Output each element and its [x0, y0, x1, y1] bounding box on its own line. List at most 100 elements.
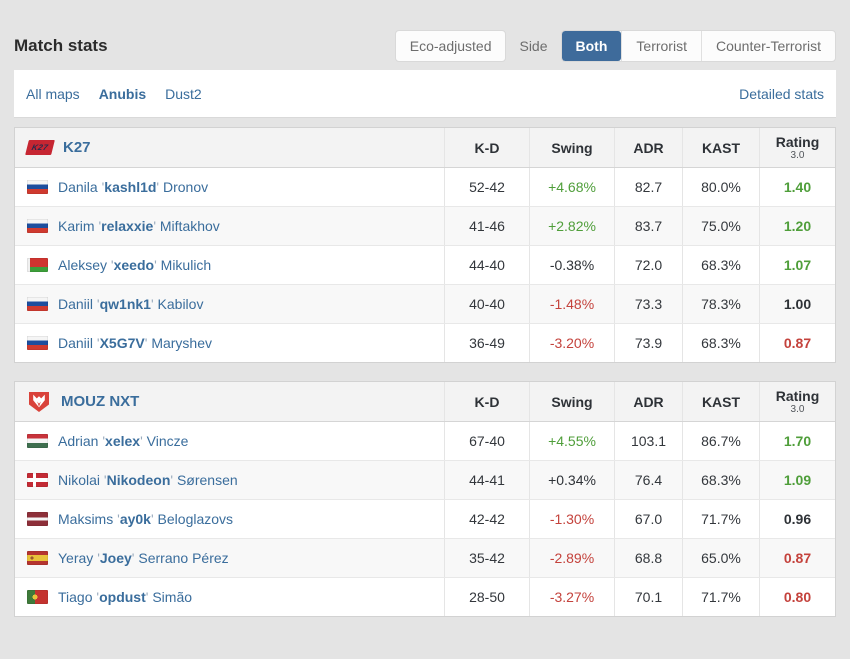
k27-team-logo-icon: K27 — [25, 140, 55, 155]
team-cell: MOUZ NXT — [15, 382, 444, 421]
adr-value: 83.7 — [614, 207, 682, 245]
rating-value: 1.07 — [759, 246, 835, 284]
kast-value: 75.0% — [682, 207, 759, 245]
maps-nav-bar: All maps Anubis Dust2 Detailed stats — [14, 70, 836, 118]
kd-value: 42-42 — [444, 500, 529, 538]
kd-value: 52-42 — [444, 168, 529, 206]
rating-value: 1.40 — [759, 168, 835, 206]
player-link[interactable]: Maksims 'ay0k' Beloglazovs — [58, 511, 234, 527]
player-link[interactable]: Daniil 'qw1nk1' Kabilov — [58, 296, 204, 312]
player-row: Aleksey 'xeedo' Mikulich 44-40 -0.38% 72… — [15, 245, 835, 284]
column-header-rating: Rating 3.0 — [759, 128, 835, 167]
side-option-counter-terrorist[interactable]: Counter-Terrorist — [700, 30, 835, 61]
player-link[interactable]: Nikolai 'Nikodeon' Sørensen — [58, 472, 238, 488]
eco-adjusted-button[interactable]: Eco-adjusted — [394, 29, 507, 62]
swing-value: -1.30% — [529, 500, 614, 538]
swing-value: -3.27% — [529, 578, 614, 616]
swing-value: +4.55% — [529, 422, 614, 460]
column-header-kast: KAST — [682, 128, 759, 167]
rating-value: 0.87 — [759, 539, 835, 577]
player-cell: Danila 'kashl1d' Dronov — [15, 168, 444, 206]
page-title: Match stats — [14, 35, 108, 55]
flag-hungary-icon — [27, 434, 48, 448]
player-cell: Adrian 'xelex' Vincze — [15, 422, 444, 460]
detailed-stats-link[interactable]: Detailed stats — [739, 85, 824, 102]
adr-value: 103.1 — [614, 422, 682, 460]
adr-value: 82.7 — [614, 168, 682, 206]
flag-denmark-icon — [27, 473, 48, 487]
swing-value: +4.68% — [529, 168, 614, 206]
player-row: Daniil 'qw1nk1' Kabilov 40-40 -1.48% 73.… — [15, 284, 835, 323]
side-segmented-control: Both Terrorist Counter-Terrorist — [560, 29, 836, 62]
adr-value: 72.0 — [614, 246, 682, 284]
side-option-both[interactable]: Both — [561, 30, 622, 61]
player-link[interactable]: Danila 'kashl1d' Dronov — [58, 179, 209, 195]
stats-controls: Eco-adjusted Side Both Terrorist Counter… — [394, 29, 836, 62]
kast-value: 86.7% — [682, 422, 759, 460]
column-header-swing: Swing — [529, 382, 614, 421]
topbar: Match stats Eco-adjusted Side Both Terro… — [14, 27, 836, 64]
column-header-adr: ADR — [614, 128, 682, 167]
kd-value: 41-46 — [444, 207, 529, 245]
swing-value: -3.20% — [529, 324, 614, 362]
kast-value: 68.3% — [682, 461, 759, 499]
player-link[interactable]: Tiago 'opdust' Simão — [58, 589, 193, 605]
map-links: All maps Anubis Dust2 — [26, 86, 202, 102]
column-header-kd: K-D — [444, 382, 529, 421]
kast-value: 68.3% — [682, 324, 759, 362]
team-header-row: MOUZ NXT K-D Swing ADR KAST Rating 3.0 — [15, 382, 835, 421]
kd-value: 28-50 — [444, 578, 529, 616]
kast-value: 71.7% — [682, 578, 759, 616]
rating-value: 0.80 — [759, 578, 835, 616]
team-header-row: K27 K27 K-D Swing ADR KAST Rating 3.0 — [15, 128, 835, 167]
flag-portugal-icon — [27, 590, 48, 604]
player-cell: Maksims 'ay0k' Beloglazovs — [15, 500, 444, 538]
adr-value: 73.3 — [614, 285, 682, 323]
kd-value: 44-40 — [444, 246, 529, 284]
flag-russia-icon — [27, 219, 48, 233]
swing-value: +2.82% — [529, 207, 614, 245]
side-option-terrorist[interactable]: Terrorist — [621, 30, 701, 61]
player-link[interactable]: Yeray 'Joey' Serrano Pérez — [58, 550, 229, 566]
player-link[interactable]: Karim 'relaxxie' Miftakhov — [58, 218, 220, 234]
column-header-kast: KAST — [682, 382, 759, 421]
player-cell: Daniil 'qw1nk1' Kabilov — [15, 285, 444, 323]
adr-value: 68.8 — [614, 539, 682, 577]
adr-value: 70.1 — [614, 578, 682, 616]
match-stats-page: Match stats Eco-adjusted Side Both Terro… — [0, 27, 850, 617]
player-link[interactable]: Aleksey 'xeedo' Mikulich — [58, 257, 212, 273]
player-cell: Karim 'relaxxie' Miftakhov — [15, 207, 444, 245]
swing-value: -0.38% — [529, 246, 614, 284]
map-link-all-maps[interactable]: All maps — [26, 85, 80, 102]
map-link-anubis[interactable]: Anubis — [98, 85, 147, 102]
kd-value: 67-40 — [444, 422, 529, 460]
kast-value: 65.0% — [682, 539, 759, 577]
kast-value: 68.3% — [682, 246, 759, 284]
kast-value: 71.7% — [682, 500, 759, 538]
adr-value: 67.0 — [614, 500, 682, 538]
kd-value: 35-42 — [444, 539, 529, 577]
player-row: Yeray 'Joey' Serrano Pérez 35-42 -2.89% … — [15, 538, 835, 577]
player-cell: Nikolai 'Nikodeon' Sørensen — [15, 461, 444, 499]
player-row: Danila 'kashl1d' Dronov 52-42 +4.68% 82.… — [15, 167, 835, 206]
player-row: Tiago 'opdust' Simão 28-50 -3.27% 70.1 7… — [15, 577, 835, 616]
rating-value: 1.20 — [759, 207, 835, 245]
swing-value: -1.48% — [529, 285, 614, 323]
map-link-dust2[interactable]: Dust2 — [165, 85, 202, 102]
player-link[interactable]: Adrian 'xelex' Vincze — [58, 433, 189, 449]
rating-version-label: 3.0 — [790, 149, 805, 161]
flag-russia-icon — [27, 180, 48, 194]
rating-value: 0.96 — [759, 500, 835, 538]
team-name-link[interactable]: MOUZ NXT — [61, 393, 140, 410]
player-link[interactable]: Daniil 'X5G7V' Maryshev — [58, 335, 212, 351]
rating-value: 1.70 — [759, 422, 835, 460]
rating-value: 0.87 — [759, 324, 835, 362]
player-row: Maksims 'ay0k' Beloglazovs 42-42 -1.30% … — [15, 499, 835, 538]
player-row: Daniil 'X5G7V' Maryshev 36-49 -3.20% 73.… — [15, 323, 835, 362]
team-name-link[interactable]: K27 — [63, 139, 91, 156]
team-stats-table-k27: K27 K27 K-D Swing ADR KAST Rating 3.0 Da… — [14, 127, 836, 363]
rating-value: 1.00 — [759, 285, 835, 323]
flag-russia-icon — [27, 297, 48, 311]
adr-value: 73.9 — [614, 324, 682, 362]
swing-value: +0.34% — [529, 461, 614, 499]
